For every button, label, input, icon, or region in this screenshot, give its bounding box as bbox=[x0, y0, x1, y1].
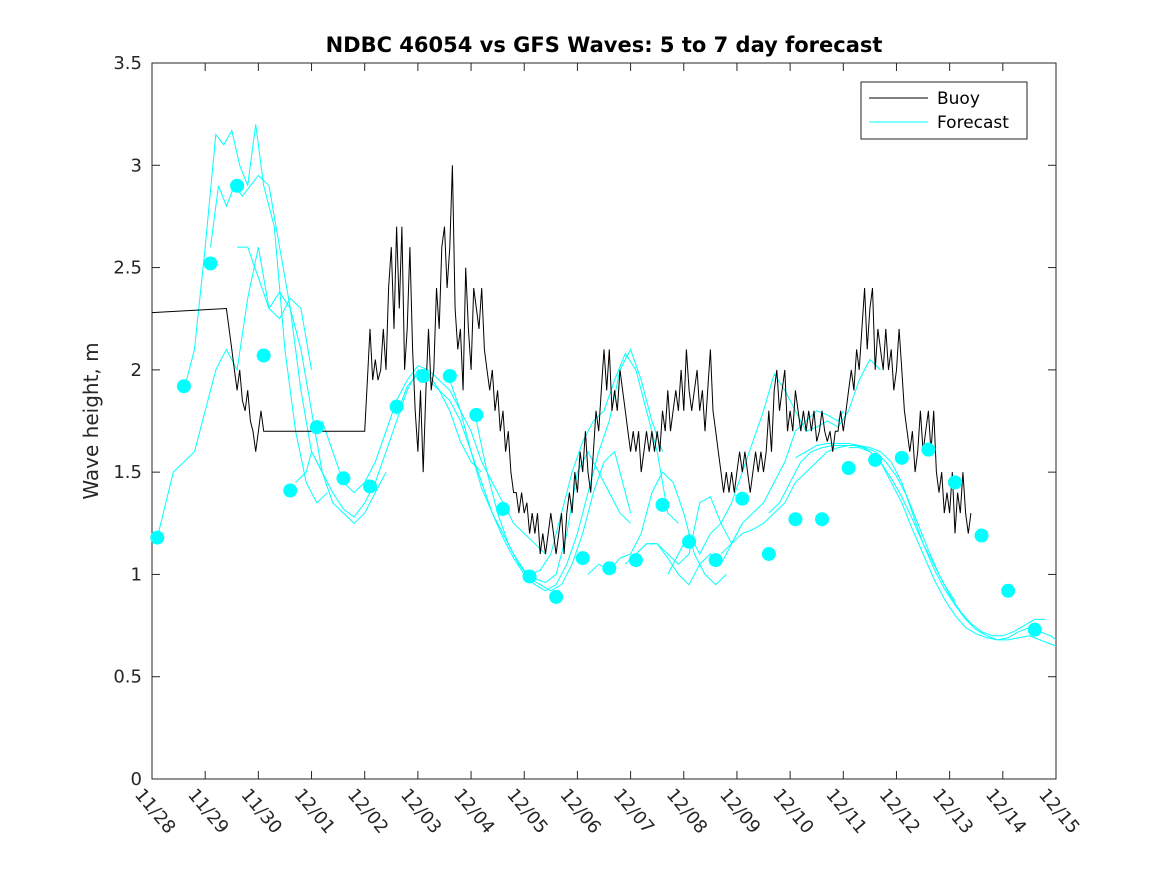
forecast-marker bbox=[788, 512, 803, 527]
forecast-marker bbox=[628, 553, 643, 568]
forecast-marker bbox=[894, 450, 909, 465]
forecast-marker bbox=[921, 442, 936, 457]
legend-buoy-label: Buoy bbox=[937, 89, 980, 109]
axes-box bbox=[151, 62, 1057, 780]
legend: Buoy Forecast bbox=[860, 81, 1028, 140]
legend-forecast-label: Forecast bbox=[937, 113, 1009, 133]
forecast-series-line bbox=[210, 174, 323, 473]
forecast-marker bbox=[655, 497, 670, 512]
forecast-marker bbox=[868, 452, 883, 467]
forecast-marker bbox=[761, 546, 776, 561]
forecast-series-line bbox=[237, 246, 387, 524]
forecast-series-line bbox=[295, 369, 483, 518]
forecast-series-line bbox=[795, 443, 1057, 641]
forecast-marker bbox=[230, 178, 245, 193]
forecast-marker bbox=[150, 530, 165, 545]
forecast-marker bbox=[469, 407, 484, 422]
forecast-marker bbox=[974, 528, 989, 543]
forecast-series-line bbox=[720, 445, 956, 602]
chart-title: NDBC 46054 vs GFS Waves: 5 to 7 day fore… bbox=[326, 33, 883, 57]
forecast-marker bbox=[389, 399, 404, 414]
y-tick-label: 2.5 bbox=[113, 258, 142, 279]
forecast-marker bbox=[495, 501, 510, 516]
forecast-series-line bbox=[183, 124, 328, 504]
forecast-series-line bbox=[156, 246, 312, 538]
y-tick-label: 3.5 bbox=[113, 53, 142, 74]
forecast-marker bbox=[309, 420, 324, 435]
forecast-marker bbox=[841, 461, 856, 476]
y-tick-label: 0.5 bbox=[113, 667, 142, 688]
y-axis-label: Wave height, m bbox=[79, 342, 103, 499]
buoy-series-line bbox=[151, 165, 972, 555]
y-tick-label: 2 bbox=[131, 360, 142, 381]
forecast-marker bbox=[815, 512, 830, 527]
forecast-marker bbox=[416, 368, 431, 383]
forecast-marker bbox=[1027, 622, 1042, 637]
forecast-marker bbox=[256, 348, 271, 363]
forecast-marker bbox=[575, 551, 590, 566]
forecast-marker bbox=[522, 569, 537, 584]
forecast-marker bbox=[682, 534, 697, 549]
forecast-marker bbox=[336, 471, 351, 486]
forecast-marker bbox=[442, 368, 457, 383]
legend-box bbox=[860, 81, 1028, 140]
y-tick-label: 3 bbox=[131, 155, 142, 176]
forecast-series-line bbox=[475, 420, 632, 592]
y-tick-label: 0 bbox=[131, 769, 142, 790]
y-tick-label: 1 bbox=[131, 564, 142, 585]
y-tick-label: 1.5 bbox=[113, 462, 142, 483]
forecast-series-line bbox=[768, 445, 1046, 637]
forecast-series-line bbox=[848, 447, 1057, 647]
forecast-marker bbox=[1001, 583, 1016, 598]
forecast-marker bbox=[708, 553, 723, 568]
forecast-marker bbox=[735, 491, 750, 506]
forecast-marker bbox=[203, 256, 218, 271]
forecast-marker bbox=[176, 379, 191, 394]
forecast-marker bbox=[283, 483, 298, 498]
forecast-marker bbox=[549, 589, 564, 604]
forecast-marker bbox=[602, 561, 617, 576]
forecast-marker bbox=[947, 475, 962, 490]
forecast-marker bbox=[363, 479, 378, 494]
